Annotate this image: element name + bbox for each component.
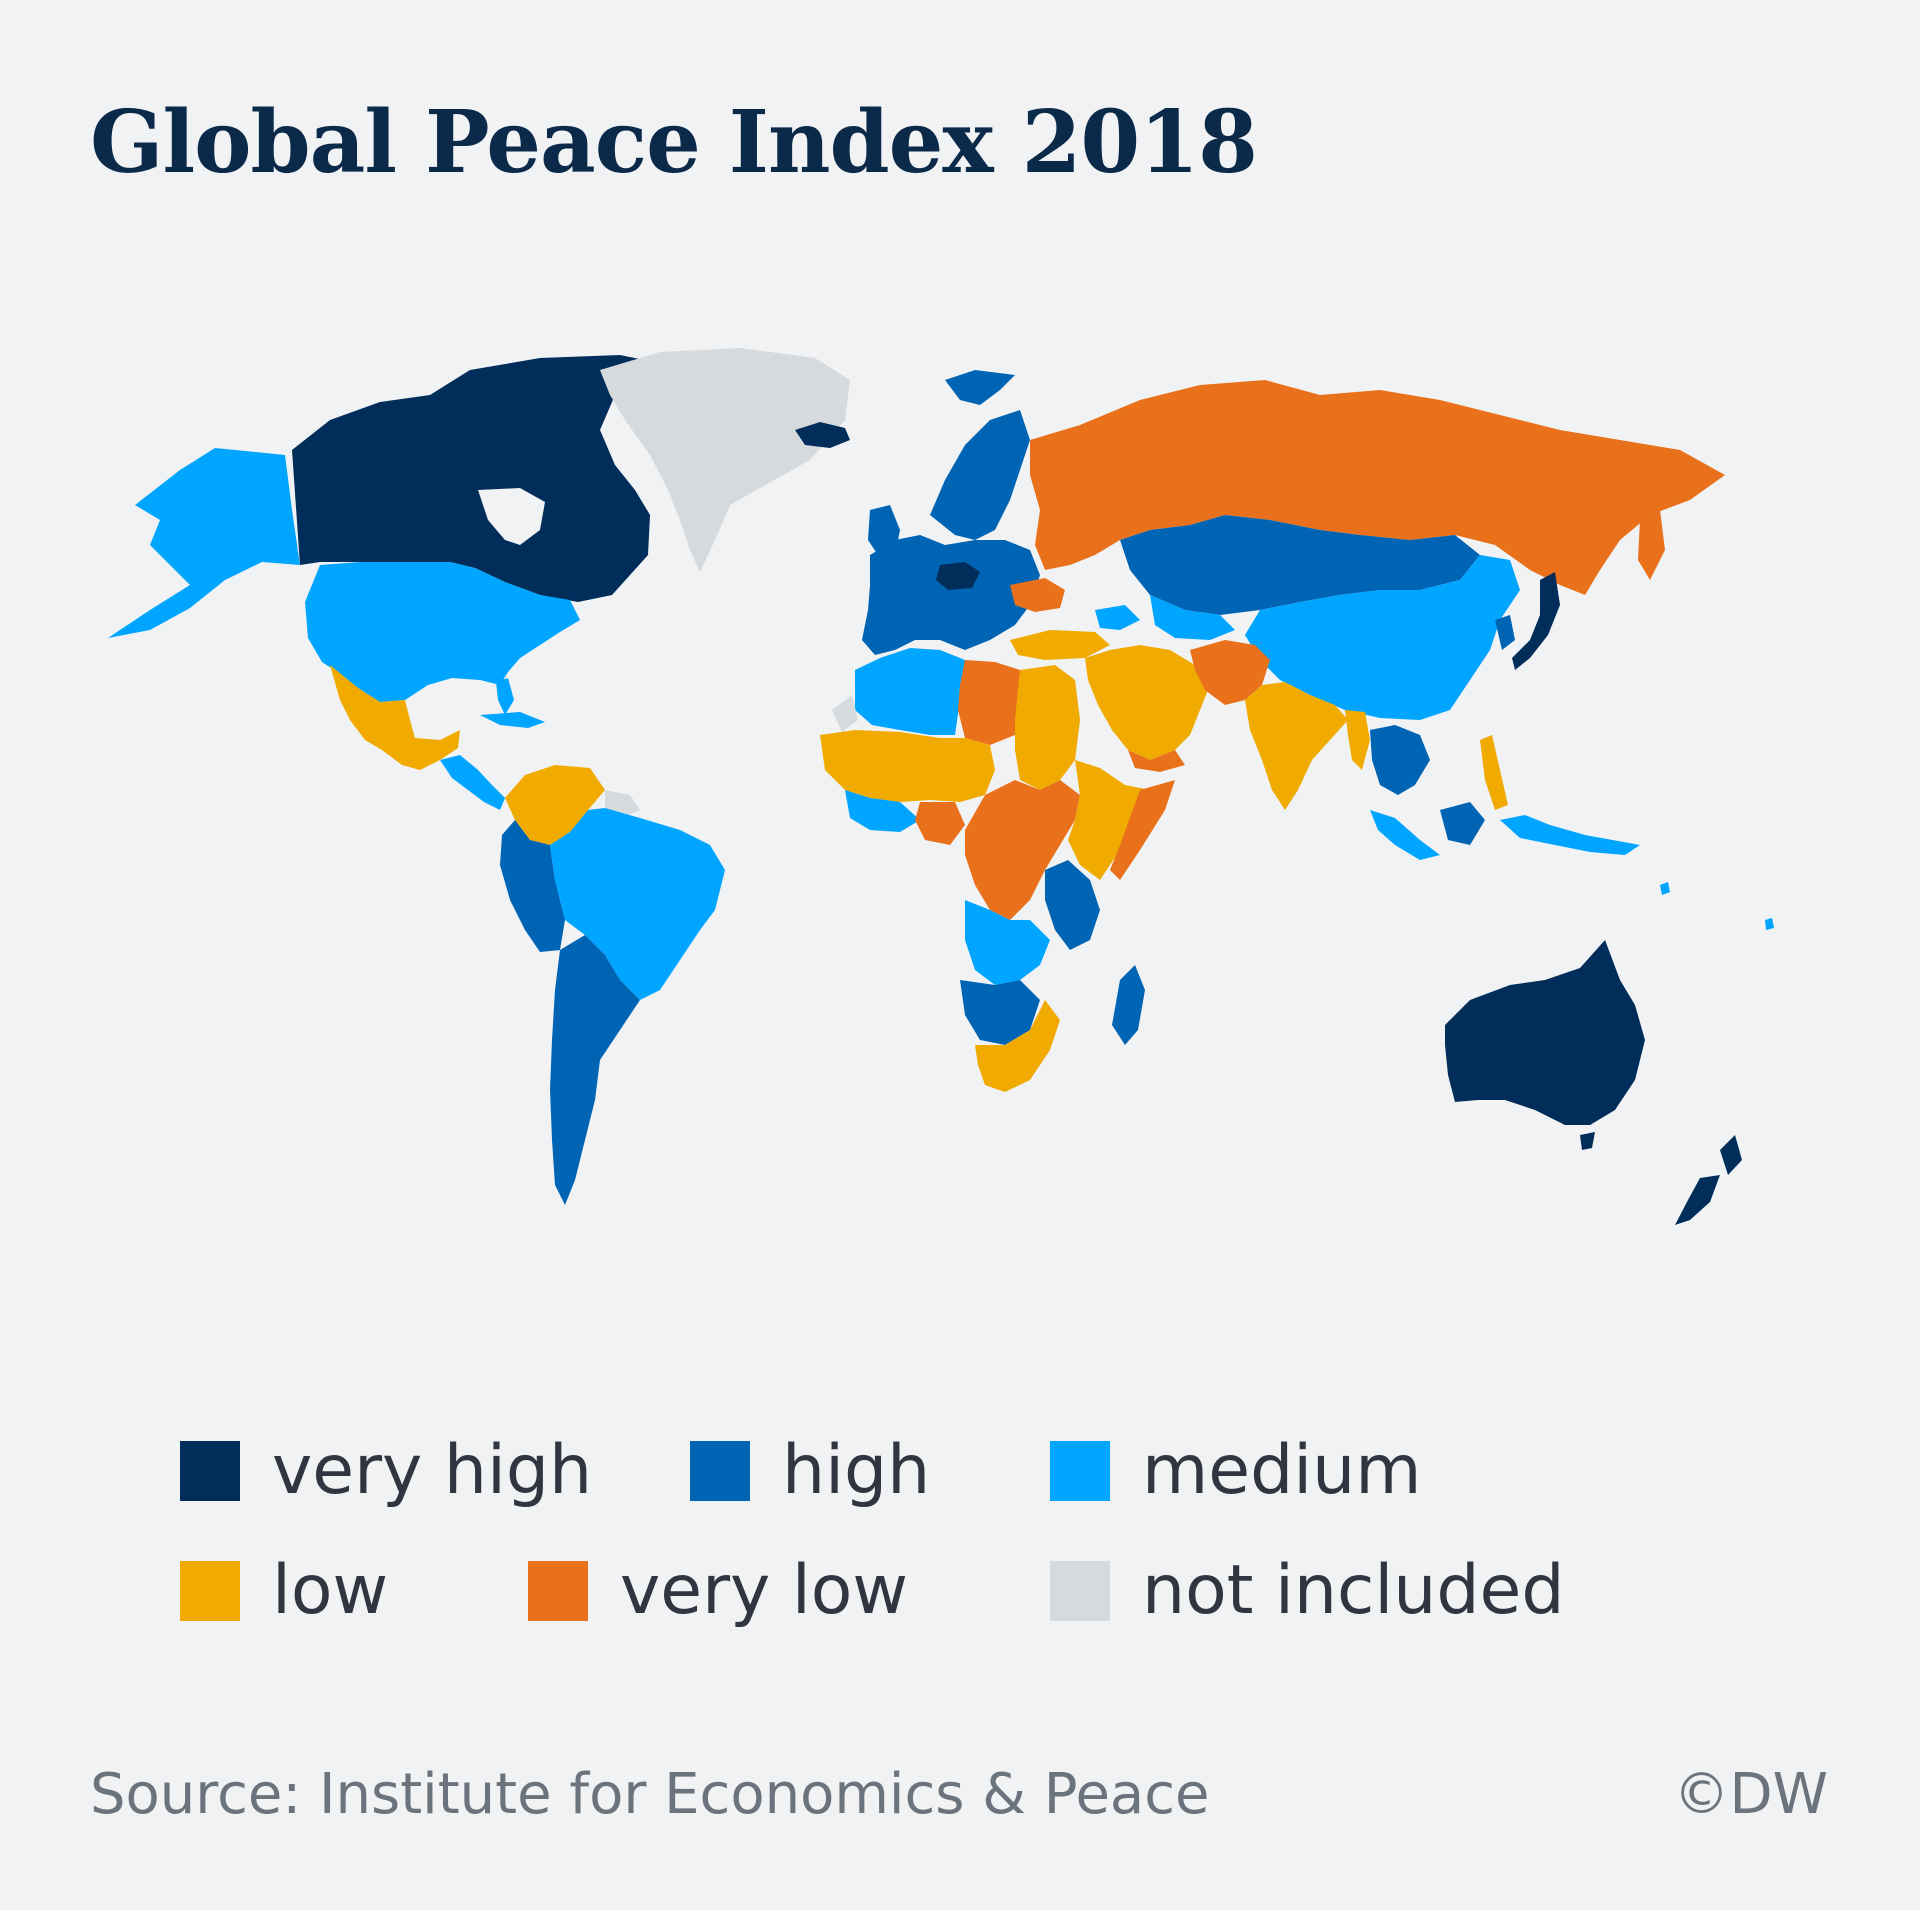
- region-greenland[interactable]: [600, 348, 850, 572]
- world-map: [108, 348, 1774, 1225]
- region-brazil[interactable]: [550, 808, 725, 1000]
- region-scandinavia[interactable]: [930, 410, 1030, 540]
- legend-swatch-very-high: [180, 1441, 240, 1501]
- legend-swatch-very-low: [528, 1561, 588, 1621]
- legend-item-very-low: very low: [528, 1551, 909, 1630]
- legend-label-very-low: very low: [620, 1551, 909, 1630]
- region-myanmar: [1345, 710, 1370, 770]
- legend-swatch-low: [180, 1561, 240, 1621]
- legend-label-very-high: very high: [272, 1431, 593, 1510]
- region-florida: [496, 678, 514, 715]
- region-indonesia-borneo: [1440, 802, 1485, 845]
- legend-label-not-included: not included: [1142, 1551, 1565, 1630]
- region-egypt-sudan[interactable]: [1015, 665, 1080, 790]
- region-caucasus: [1095, 605, 1140, 630]
- region-southern-africa[interactable]: [965, 900, 1050, 985]
- region-philippines[interactable]: [1480, 735, 1508, 810]
- region-turkey[interactable]: [1010, 630, 1110, 660]
- region-uk-ireland: [868, 505, 900, 558]
- region-new-zealand[interactable]: [1675, 1135, 1742, 1225]
- legend-item-not-included: not included: [1050, 1551, 1565, 1630]
- region-yemen: [1128, 750, 1185, 772]
- region-central-america[interactable]: [440, 755, 505, 810]
- region-europe[interactable]: [862, 535, 1040, 655]
- region-andean[interactable]: [500, 820, 565, 952]
- region-china[interactable]: [1245, 555, 1520, 720]
- region-nigeria: [915, 802, 965, 845]
- legend-label-medium: medium: [1142, 1431, 1422, 1510]
- region-southeast-asia[interactable]: [1370, 725, 1430, 795]
- region-east-africa[interactable]: [1068, 760, 1150, 880]
- region-madagascar[interactable]: [1112, 965, 1145, 1045]
- credit-label: ©DW: [1673, 1762, 1829, 1827]
- region-usa[interactable]: [305, 562, 580, 702]
- region-pacific-islands: [1660, 882, 1774, 930]
- region-somalia: [1110, 780, 1175, 880]
- region-tanzania-kenya: [1045, 860, 1100, 950]
- region-central-asia: [1150, 595, 1235, 640]
- region-venezuela-colombia[interactable]: [505, 765, 605, 845]
- region-central-africa[interactable]: [965, 780, 1080, 920]
- region-russia[interactable]: [1030, 380, 1725, 595]
- legend-label-low: low: [272, 1551, 389, 1630]
- legend-label-high: high: [782, 1431, 931, 1510]
- page-title: Global Peace Index 2018: [90, 92, 1258, 193]
- region-alaska[interactable]: [108, 448, 300, 638]
- region-namibia-botswana: [960, 980, 1040, 1045]
- region-japan[interactable]: [1512, 572, 1560, 670]
- legend-item-high: high: [690, 1431, 931, 1510]
- region-australia[interactable]: [1445, 940, 1645, 1125]
- region-mexico[interactable]: [330, 665, 460, 770]
- legend-swatch-medium: [1050, 1441, 1110, 1501]
- region-india[interactable]: [1245, 682, 1348, 810]
- region-afghanistan-pakistan[interactable]: [1190, 640, 1270, 705]
- region-tasmania: [1580, 1132, 1595, 1150]
- region-canada[interactable]: [292, 355, 650, 602]
- region-south-africa[interactable]: [975, 1000, 1060, 1092]
- region-svalbard: [945, 370, 1015, 405]
- region-kamchatka: [1638, 510, 1665, 580]
- region-indonesia-east: [1500, 815, 1640, 855]
- region-southern-cone[interactable]: [550, 935, 640, 1205]
- region-ukraine: [1010, 578, 1065, 612]
- region-western-sahara: [832, 695, 858, 732]
- region-indonesia-west: [1370, 810, 1440, 860]
- legend-swatch-not-included: [1050, 1561, 1110, 1621]
- region-central-europe-core: [936, 562, 980, 590]
- region-libya[interactable]: [958, 660, 1022, 745]
- region-north-africa-west[interactable]: [855, 648, 965, 735]
- region-west-africa-coast: [845, 790, 920, 832]
- region-iceland[interactable]: [795, 422, 850, 448]
- legend-item-low: low: [180, 1551, 389, 1630]
- legend-swatch-high: [690, 1441, 750, 1501]
- source-note: Source: Institute for Economics & Peace: [90, 1762, 1210, 1827]
- legend-item-medium: medium: [1050, 1431, 1422, 1510]
- legend-item-very-high: very high: [180, 1431, 593, 1510]
- region-korea: [1495, 615, 1515, 650]
- region-canada-hudson-bay: [478, 488, 545, 545]
- region-middle-east[interactable]: [1085, 645, 1210, 760]
- region-caribbean: [480, 712, 545, 728]
- region-sahel[interactable]: [820, 730, 995, 802]
